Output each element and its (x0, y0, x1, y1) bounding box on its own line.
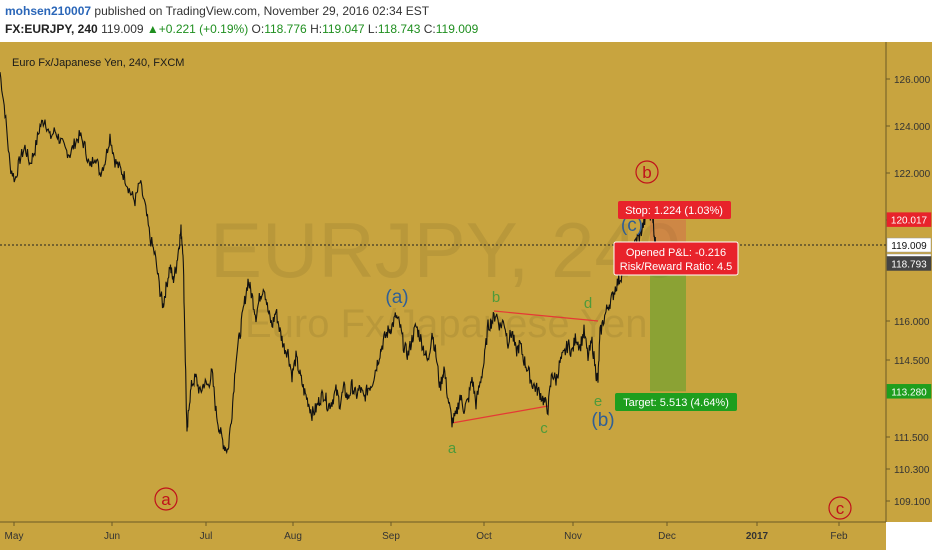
wave-label-minor[interactable]: b (492, 289, 500, 306)
stop-label: Stop: 1.224 (1.03%) (625, 205, 723, 217)
wave-label-primary[interactable]: c (836, 499, 845, 518)
price-badge-target: 113.280 (891, 387, 927, 398)
low-value: 118.743 (377, 22, 421, 36)
low-label: L: (367, 22, 378, 36)
watermark-symbol: EURJPY, 240 (210, 206, 681, 294)
stop-label-bg (618, 201, 731, 219)
ohlc-header: FX:EURJPY, 240 119.009 ▲+0.221 (+0.19%) … (5, 22, 478, 36)
price-chart[interactable]: EURJPY, 240 Euro Fx/Japanese Yen Euro Fx… (0, 42, 932, 550)
x-tick-label: Nov (564, 531, 582, 542)
price-badge-stop: 120.017 (891, 216, 928, 227)
high-value: 119.047 (322, 22, 365, 36)
price-axis[interactable] (886, 42, 932, 522)
stop-label-box[interactable]: Stop: 1.224 (1.03%) (618, 201, 731, 219)
change-value: +0.221 (+0.19%) (158, 22, 249, 36)
price-badge-stop-bg (886, 212, 932, 227)
x-tick-label: Oct (476, 531, 492, 542)
x-tick-label: Feb (830, 531, 848, 542)
open-value: 118.776 (264, 22, 307, 36)
high-label: H: (310, 22, 323, 36)
last-price: 119.009 (101, 22, 144, 36)
y-tick-label: 126.000 (894, 75, 931, 86)
wave-label-intermediate[interactable]: (c) (621, 215, 643, 236)
pnl-label: Opened P&L: -0.216 (626, 247, 726, 259)
wave-label-minor[interactable]: a (448, 440, 457, 457)
triangle-lines (451, 310, 599, 424)
chart-title: Euro Fx/Japanese Yen, 240, FXCM (12, 57, 184, 69)
y-tick-label: 110.300 (894, 465, 930, 476)
y-tick-label: 116.000 (894, 317, 930, 328)
target-label-box[interactable]: Target: 5.513 (4.64%) (615, 393, 737, 411)
price-series[interactable] (0, 72, 659, 455)
price-badge-current-bg (886, 237, 932, 253)
price-badge-entry-bg (886, 256, 932, 271)
price-badge-entry: 118.793 (891, 259, 927, 270)
y-tick-label: 111.500 (894, 433, 929, 444)
wave-label-intermediate[interactable]: (a) (385, 287, 408, 308)
triangle-lower-line[interactable] (451, 405, 549, 424)
triangle-upper-line[interactable] (493, 310, 599, 322)
wave-label-primary[interactable]: b (642, 163, 651, 182)
plot-area[interactable] (0, 42, 886, 522)
wave-label-minor[interactable]: e (594, 393, 602, 410)
y-tick-label: 124.000 (894, 122, 931, 133)
wave-circle (154, 487, 178, 511)
x-tick-labels: May Jun Jul Aug Sep Oct Nov Dec 2017 Feb (5, 522, 848, 542)
x-tick-label: Sep (382, 531, 400, 542)
published-text: published on TradingView.com, November 2… (94, 4, 430, 18)
symbol-watermark: EURJPY, 240 Euro Fx/Japanese Yen (210, 206, 681, 346)
target-label-bg (615, 393, 737, 411)
open-label: O: (251, 22, 265, 36)
x-tick-label: Aug (284, 531, 302, 542)
price-badge-current: 119.009 (891, 241, 927, 252)
pnl-label-bg (613, 241, 739, 276)
price-badge-target-bg (886, 384, 932, 399)
wave-label-intermediate[interactable]: (b) (591, 410, 614, 431)
x-tick-label: May (5, 531, 24, 542)
close-value: 119.009 (435, 22, 479, 36)
wave-circle (635, 160, 659, 184)
wave-labels: b a c (a) (b) (c) a b c d e (154, 160, 852, 520)
x-tick-label: Jun (104, 531, 120, 542)
y-tick-label: 122.000 (894, 169, 931, 180)
time-axis[interactable] (0, 522, 886, 550)
close-label: C: (423, 22, 436, 36)
pnl-label-box[interactable]: Opened P&L: -0.216 Risk/Reward Ratio: 4.… (613, 241, 739, 276)
rr-label: Risk/Reward Ratio: 4.5 (620, 261, 733, 273)
x-tick-label: Dec (658, 531, 676, 542)
watermark-name: Euro Fx/Japanese Yen (245, 302, 648, 346)
wave-label-minor[interactable]: d (584, 295, 592, 312)
y-tick-label: 114.500 (894, 356, 930, 367)
x-tick-label: Jul (200, 531, 213, 542)
wave-label-minor[interactable]: c (540, 420, 548, 437)
y-tick-label: 109.100 (894, 497, 931, 508)
symbol-label: FX:EURJPY, 240 (5, 22, 98, 36)
publish-header: mohsen210007 published on TradingView.co… (5, 4, 429, 18)
change-up-icon: ▲ (146, 22, 159, 36)
target-label: Target: 5.513 (4.64%) (623, 397, 729, 409)
author-link[interactable]: mohsen210007 (5, 4, 92, 18)
wave-label-primary[interactable]: a (161, 490, 171, 509)
wave-circle (828, 496, 852, 520)
x-tick-label: 2017 (746, 531, 769, 542)
